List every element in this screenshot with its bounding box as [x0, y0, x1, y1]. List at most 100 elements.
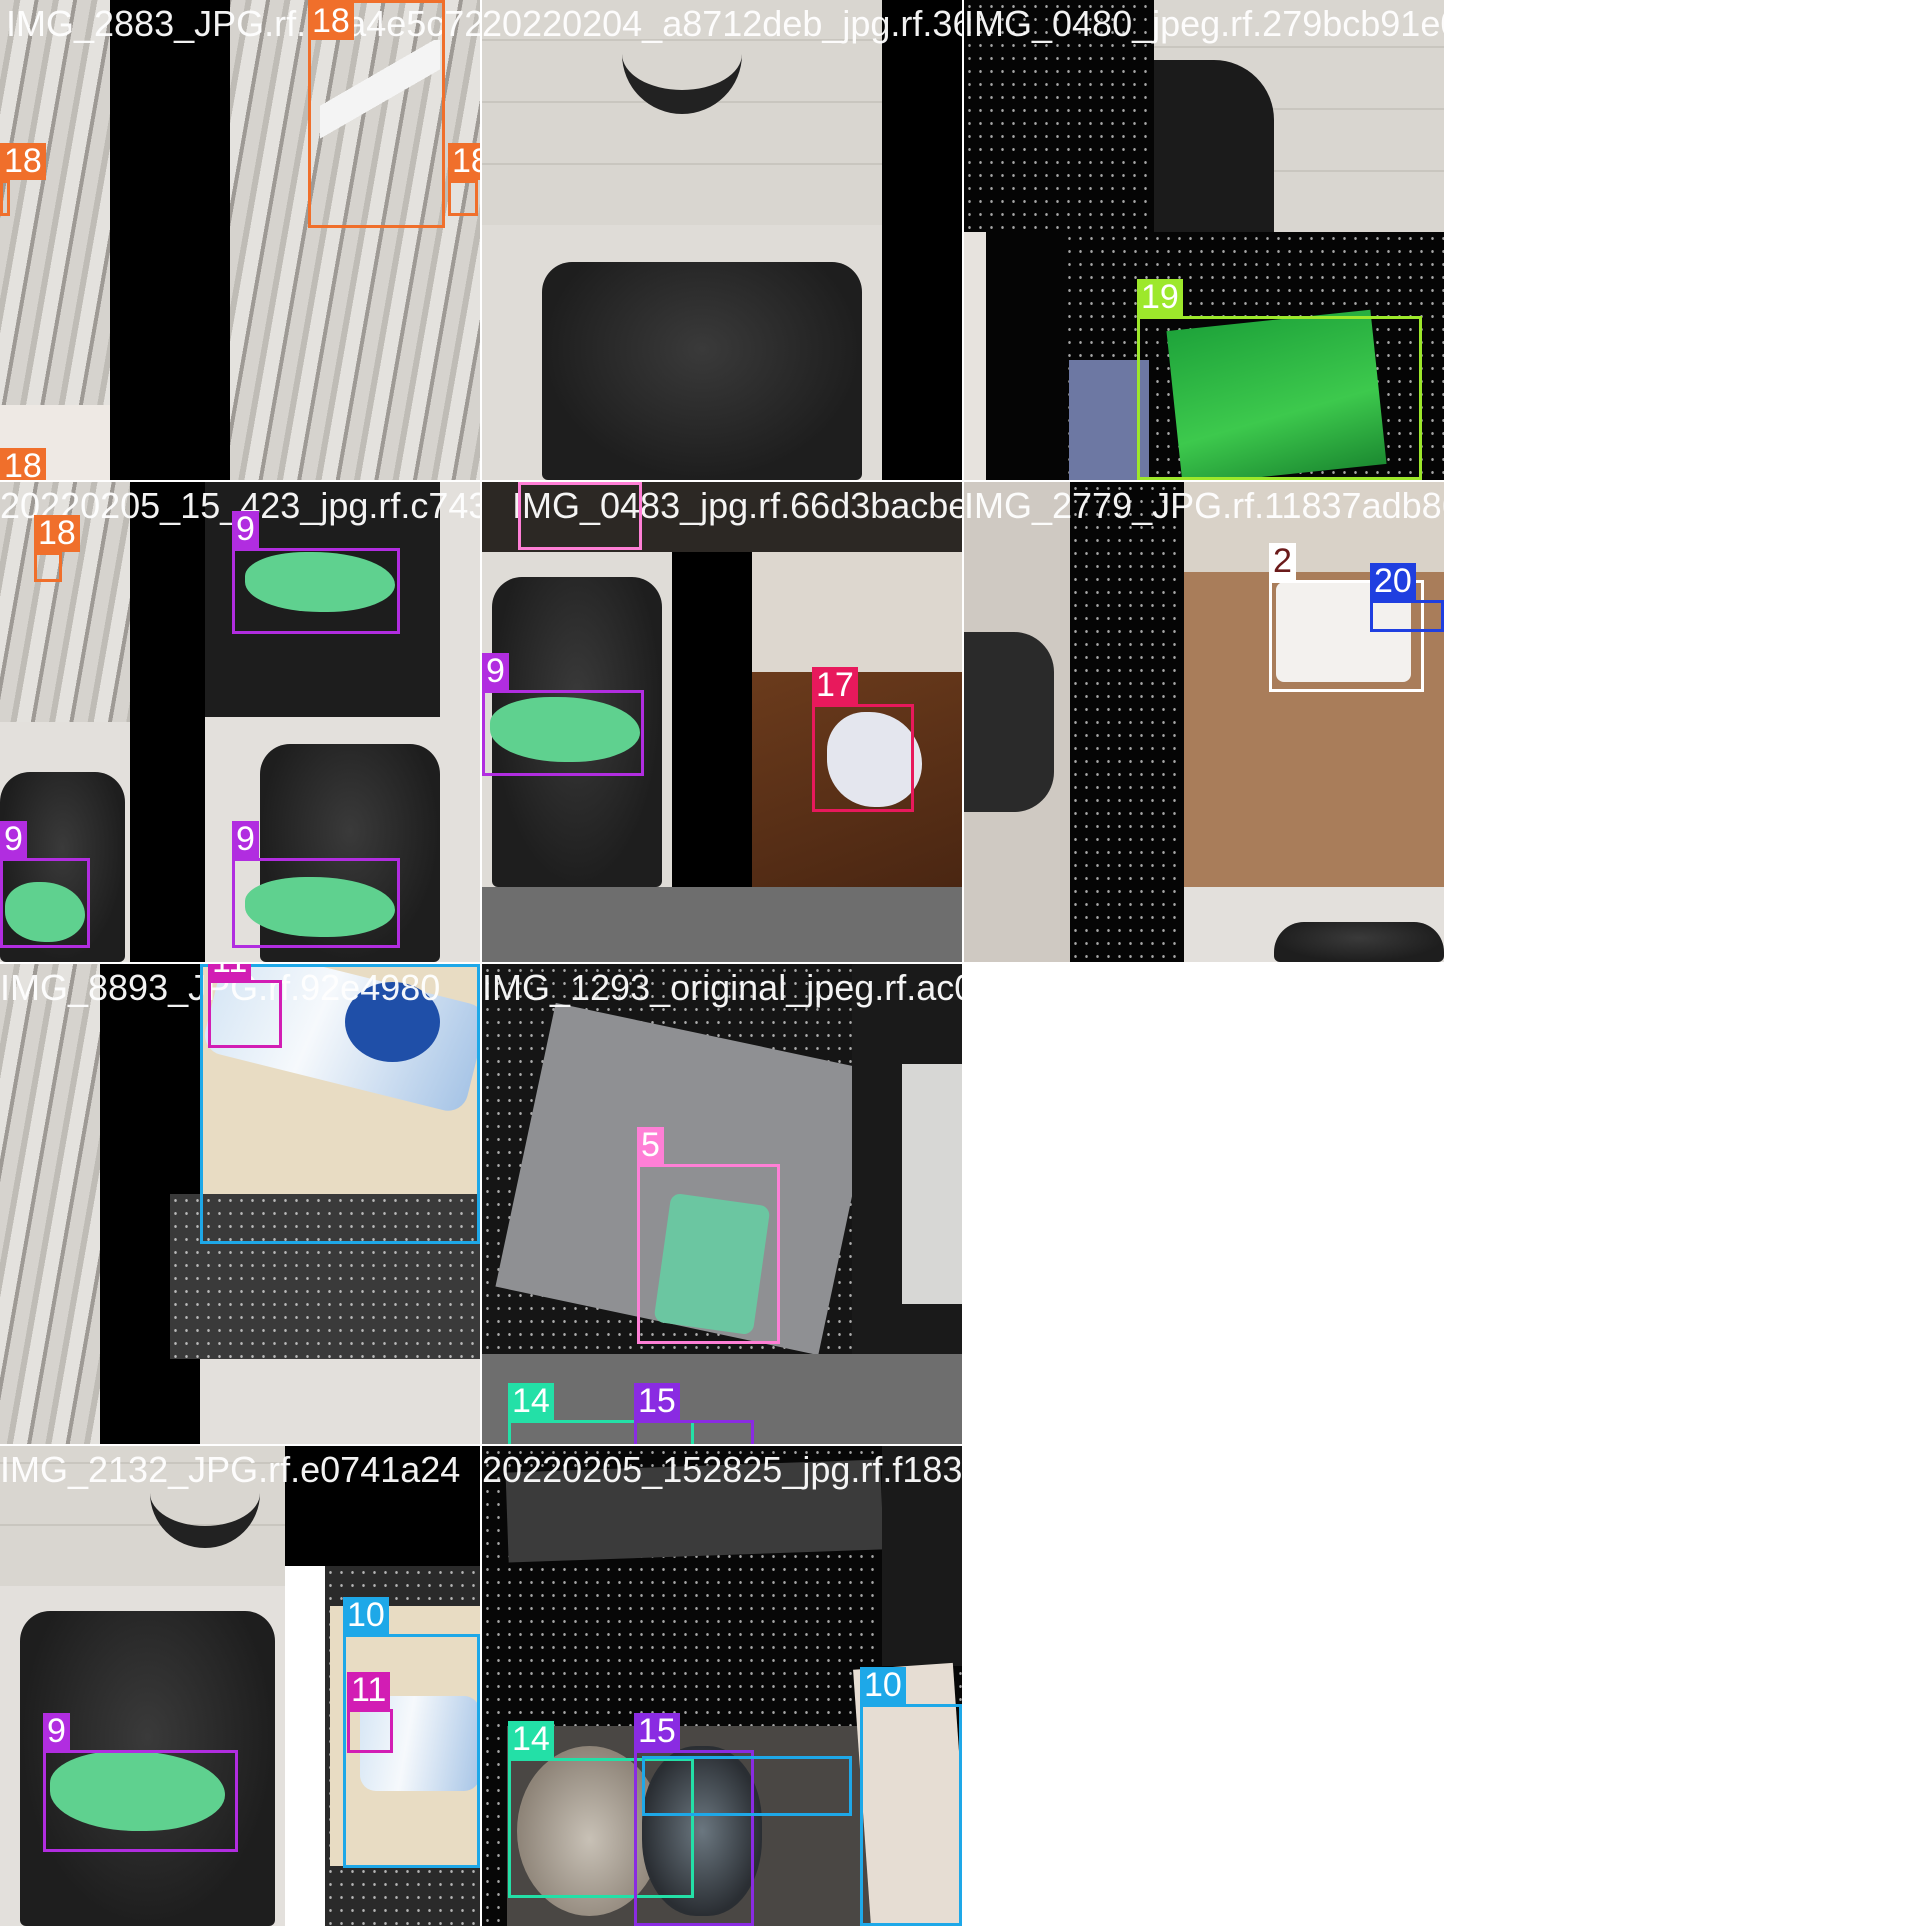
person — [964, 632, 1054, 812]
tile-9: IMG_2132_JPG.rf.e0741a24 9 10 11 — [0, 1446, 480, 1926]
tile-caption: IMG_0480_jpeg.rf.279bcb91e0e0540e0f19071 — [964, 3, 1444, 44]
bbox-label: 9 — [232, 511, 259, 548]
bbox-label: 15 — [634, 1713, 680, 1750]
cup — [517, 1746, 662, 1916]
bbox-9: 9 — [43, 1713, 238, 1852]
black-mask — [110, 0, 230, 480]
bbox-label: 18 — [0, 448, 46, 480]
bbox-19: 19 — [1137, 279, 1422, 480]
bbox-10 — [642, 1756, 852, 1816]
gray-fill — [482, 1354, 962, 1444]
bbox-label: 14 — [508, 1721, 554, 1758]
wall-background — [200, 1359, 480, 1444]
towel — [827, 712, 922, 807]
tile-caption: IMG_2132_JPG.rf.e0741a24 — [0, 1449, 461, 1490]
tile-caption: IMG_0483_jpg.rf.66d3bacbee444b0 — [512, 485, 962, 526]
bbox-label: 9 — [232, 821, 259, 858]
blue-mat — [1069, 360, 1149, 480]
wall-background — [752, 552, 962, 672]
wood-background — [0, 964, 100, 1444]
bbox-label: 20 — [1370, 563, 1416, 600]
floor-strip — [964, 232, 986, 480]
glass-cup — [642, 1746, 762, 1916]
black-mask — [672, 552, 752, 887]
noise-overlay — [170, 1194, 480, 1359]
noise-overlay — [1070, 482, 1184, 962]
bbox-label: 10 — [860, 1667, 906, 1704]
bbox-label: 15 — [634, 1383, 680, 1420]
bbox-5: 5 — [518, 482, 642, 550]
bbox-label: 9 — [43, 1713, 70, 1750]
green-plastic-bag — [245, 877, 395, 937]
bbox-label: 11 — [208, 964, 252, 980]
bbox-17: 17 — [812, 667, 914, 812]
bbox-10: 10 — [200, 964, 480, 1244]
black-mask — [285, 1446, 480, 1566]
bbox-9: 9 — [0, 821, 90, 948]
shelf-strip — [902, 1064, 962, 1304]
person-shadow — [1154, 60, 1274, 232]
tile-caption: IMG_1293_original_jpeg.rf.ac0adeb0f514f7 — [482, 967, 962, 1008]
black-mask — [130, 482, 205, 962]
chair-cushion — [1274, 922, 1444, 962]
desk-surface — [1184, 482, 1444, 887]
tile-8: IMG_1293_original_jpeg.rf.ac0adeb0f514f7… — [482, 964, 962, 1444]
white-scrap — [320, 40, 440, 190]
tile-4: 20220205_15_423_jpg.rf.c743ab97e564e1ba … — [0, 482, 480, 962]
tile-2: 20220204_a8712deb_jpg.rf.367b84d96 — [482, 0, 962, 480]
top-strip — [482, 482, 962, 552]
wall-background — [440, 482, 480, 962]
black-mask — [882, 1446, 962, 1666]
bbox-15: 15 — [634, 1383, 754, 1444]
tile-1: IMG_2883_JPG.rf.6ba4e5c7204ec8c3e8e0e1d5… — [0, 0, 480, 480]
bbox-10: 10 — [860, 1667, 962, 1926]
bbox-2: 2 — [1269, 543, 1424, 692]
black-mask — [882, 0, 962, 480]
bbox-label: 18 — [308, 3, 354, 40]
bbox-18: 18 — [0, 143, 46, 216]
bbox-label: 10 — [343, 1597, 389, 1634]
tile-7: IMG_8893_JPG.rf.92e4980 10 11 — [0, 964, 480, 1444]
green-plastic-bag — [245, 552, 395, 612]
green-plastic-bag — [5, 882, 85, 942]
tile-caption: 20220204_a8712deb_jpg.rf.367b84d96 — [482, 3, 962, 44]
bbox-label: 9 — [482, 653, 509, 690]
bbox-9: 9 — [232, 821, 400, 948]
bottle-cap — [345, 982, 440, 1062]
bbox-label: 18 — [448, 143, 480, 180]
bbox-10: 10 — [343, 1597, 480, 1868]
bbox-14: 14 — [508, 1721, 694, 1898]
tile-caption: 20220205_152825_jpg.rf.f1832241819049 — [482, 1449, 962, 1490]
bbox-11: 11 — [347, 1672, 393, 1753]
bbox-label: 5 — [637, 1127, 664, 1164]
bbox-18: 18 — [448, 143, 480, 216]
gray-fill — [482, 887, 962, 962]
bbox-label: 17 — [812, 667, 858, 704]
bbox-label: 19 — [1137, 279, 1183, 316]
bbox-label: 11 — [347, 1672, 391, 1709]
noise-overlay — [964, 0, 1154, 230]
tile-caption: IMG_2779_JPG.rf.11837adb8651963e82c8a805 — [964, 485, 1444, 526]
bbox-label: 2 — [1269, 543, 1296, 580]
tile-caption: IMG_2883_JPG.rf.6ba4e5c7204ec8c3e8e0e1d5 — [6, 3, 480, 44]
bbox-11: 11 — [208, 964, 282, 1048]
tile-5: IMG_0483_jpg.rf.66d3bacbee444b0 5 9 17 — [482, 482, 962, 962]
bbox-9: 9 — [232, 511, 400, 634]
green-plastic-bag — [490, 697, 640, 762]
bbox-18: 18 — [34, 515, 80, 582]
bbox-label: 18 — [34, 515, 80, 552]
bbox-label: 14 — [508, 1383, 554, 1420]
chair-cushion — [542, 262, 862, 480]
bbox-9: 9 — [482, 653, 644, 776]
bbox-5: 5 — [637, 1127, 780, 1344]
tile-10: 20220205_152825_jpg.rf.f1832241819049 14… — [482, 1446, 962, 1926]
tile-6: IMG_2779_JPG.rf.11837adb8651963e82c8a805… — [964, 482, 1444, 962]
tile-3: IMG_0480_jpeg.rf.279bcb91e0e0540e0f19071… — [964, 0, 1444, 480]
green-plastic-bag — [50, 1751, 225, 1831]
bbox-label: 18 — [0, 143, 46, 180]
bbox-label: 9 — [0, 821, 27, 858]
bbox-20: 20 — [1370, 563, 1444, 632]
bbox-14: 14 — [508, 1383, 694, 1444]
bbox-18: 18 — [308, 0, 445, 228]
